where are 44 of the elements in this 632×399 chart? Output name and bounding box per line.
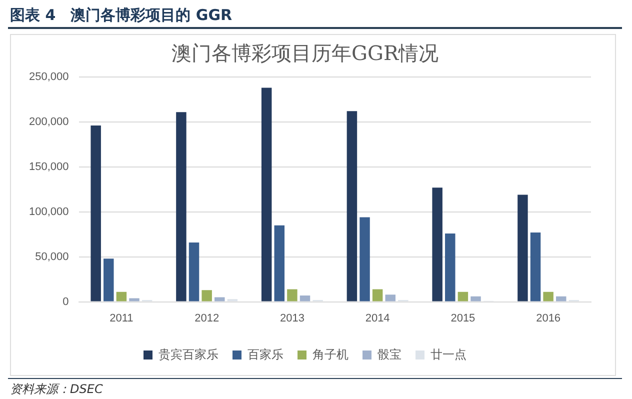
y-tick-label: 0: [62, 296, 69, 308]
chart-subtitle: 澳门各博彩项目历年GGR情况: [171, 41, 439, 66]
bar: [385, 294, 396, 302]
y-tick-label: 150,000: [28, 160, 69, 173]
chart-title: 图表 4 澳门各博彩项目的 GGR: [10, 6, 232, 25]
bar: [104, 258, 114, 302]
bar: [176, 112, 186, 302]
bar: [458, 292, 468, 302]
bar: [287, 289, 298, 302]
bar: [300, 296, 310, 302]
y-tick-label: 50,000: [35, 250, 69, 263]
bar: [214, 297, 225, 302]
bar: [556, 296, 566, 302]
bar: [188, 242, 200, 302]
bar: [261, 88, 272, 302]
x-tick-label: 2013: [280, 312, 304, 324]
y-tick-label: 100,000: [28, 206, 69, 218]
bar: [372, 289, 383, 302]
bar: [530, 232, 541, 302]
bar: [346, 111, 358, 302]
bar: [202, 290, 212, 302]
bar: [543, 292, 554, 302]
bar: [470, 296, 481, 302]
bar: [518, 194, 528, 302]
y-tick-label: 200,000: [28, 116, 69, 128]
x-tick-label: 2016: [536, 312, 561, 324]
bar: [445, 233, 456, 302]
legend-label: 角子机: [312, 347, 348, 362]
bar: [274, 225, 285, 302]
bar: [116, 292, 127, 302]
x-tick-label: 2015: [450, 312, 476, 324]
x-tick-label: 2012: [194, 312, 220, 324]
bar: [432, 188, 442, 302]
text: 资料来源：DSEC: [10, 381, 103, 398]
x-tick-label: 2011: [110, 312, 134, 324]
legend-label: 廿一点: [430, 347, 466, 362]
bar: [360, 217, 370, 302]
legend-label: 骰宝: [378, 347, 402, 362]
legend-label: 贵宾百家乐: [158, 347, 218, 362]
legend-label: 百家乐: [248, 347, 284, 362]
x-tick-label: 2014: [365, 312, 390, 324]
bar: [90, 126, 101, 302]
bar: [129, 298, 140, 302]
y-tick-label: 250,000: [28, 71, 69, 84]
